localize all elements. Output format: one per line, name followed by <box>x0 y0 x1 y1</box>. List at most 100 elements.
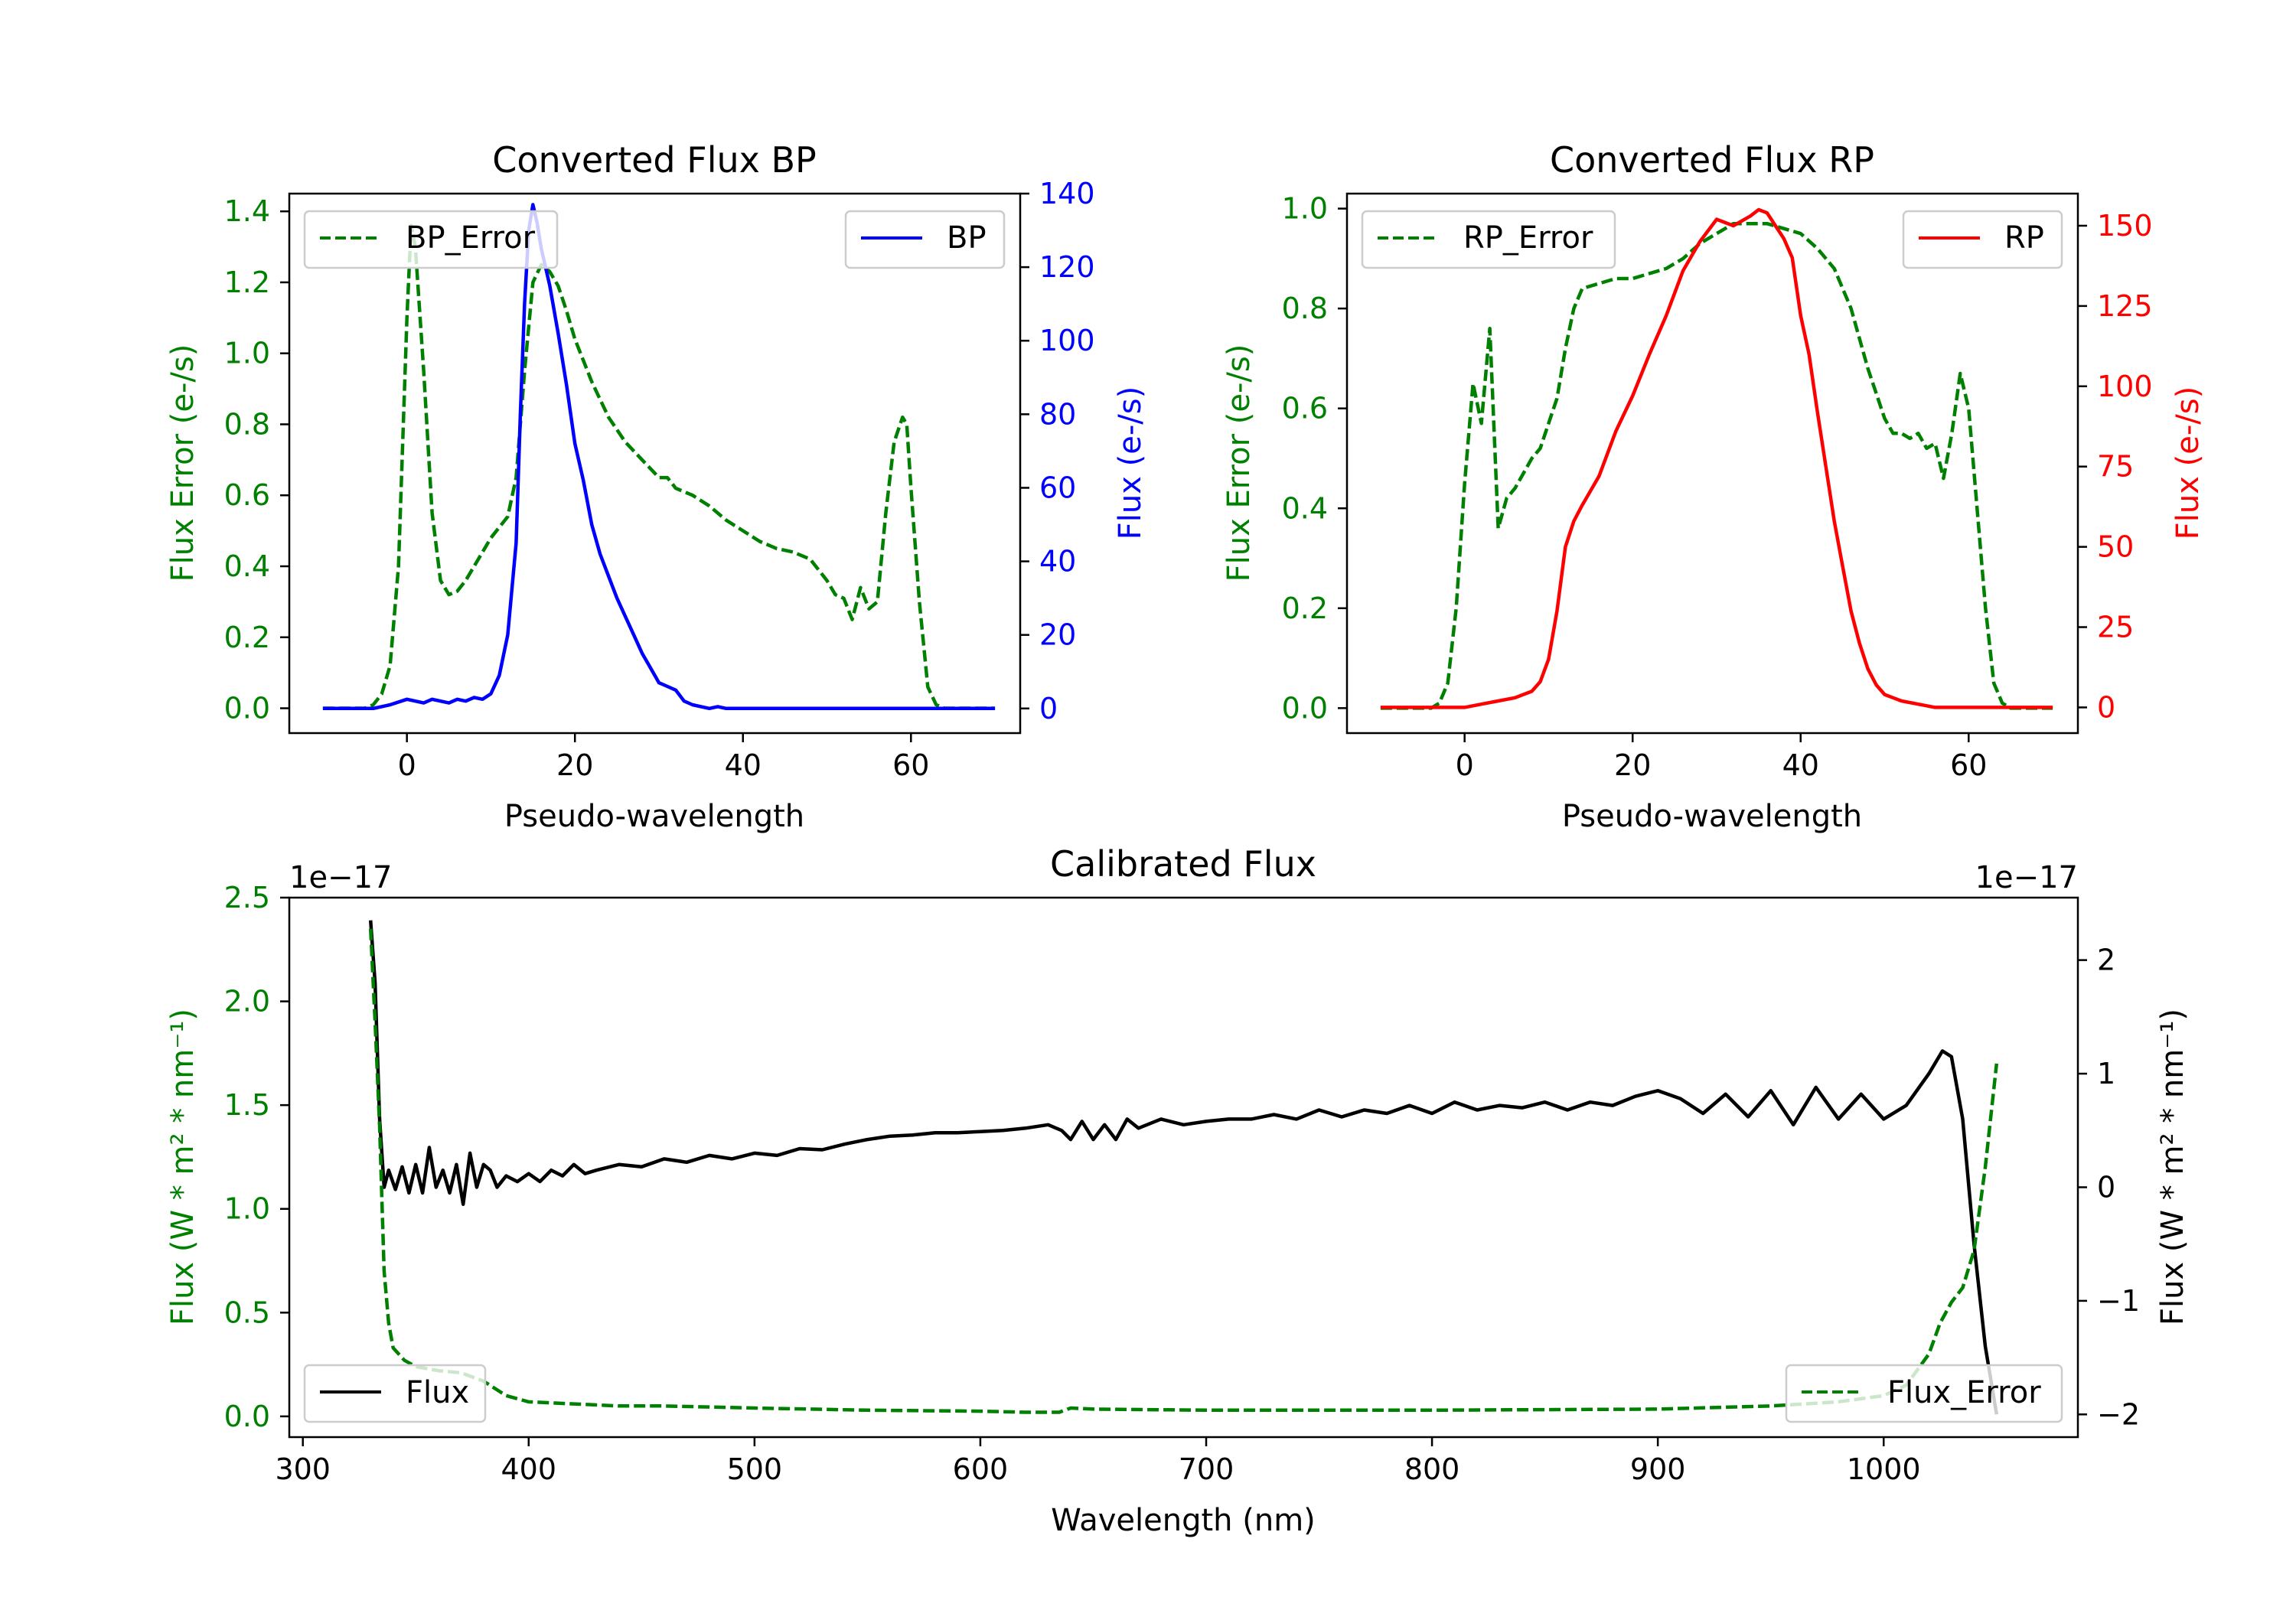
panel-bp-legend-left-label: BP_Error <box>406 220 536 256</box>
y-left-tick-label: 0.0 <box>224 1400 270 1433</box>
panel-bp-legend-right-box <box>844 210 1006 269</box>
panel-bp-legend-right-label: BP <box>947 220 987 256</box>
y-left-tick-label: 0.2 <box>1282 592 1328 625</box>
panel-rp-frame <box>1345 192 2079 735</box>
x-tick-label: 500 <box>727 1452 783 1486</box>
y-left-tick-label: 0.5 <box>224 1296 270 1329</box>
panel-bp-title: Converted Flux BP <box>492 139 817 181</box>
x-tick-label: 0 <box>1456 748 1474 782</box>
panel-rp-legend-left: RP_Error <box>1361 210 1616 269</box>
x-tick-label: 400 <box>501 1452 557 1486</box>
y-right-tick-label: 0 <box>1039 692 1058 725</box>
panel-bp-ylabel-right: Flux (e-/s) <box>1113 386 1148 539</box>
y-left-tick-label: 0.2 <box>224 621 270 654</box>
x-tick-label: 600 <box>953 1452 1009 1486</box>
panel-bp-y-ticks-right: 0 20 40 60 80 100 120 140 <box>1020 177 1095 725</box>
x-tick-label: 40 <box>725 748 762 782</box>
panel-cal-legend-left-label: Flux <box>406 1375 469 1410</box>
panel-cal-ylabel-left: Flux (W * m² * nm⁻¹) <box>165 1009 201 1325</box>
y-left-tick-label: 1.5 <box>224 1088 270 1122</box>
panel-cal-title: Calibrated Flux <box>1050 843 1316 885</box>
x-tick-label: 20 <box>556 748 593 782</box>
y-right-tick-label: 25 <box>2097 611 2134 644</box>
y-right-tick-label: 140 <box>1039 177 1095 210</box>
panel-cal-y-ticks-right: −2 −1 0 1 2 <box>2078 944 2140 1431</box>
series-line-flux-error <box>368 928 1999 1414</box>
panel-cal-legend-left: Flux <box>303 1364 487 1423</box>
y-left-tick-label: 1.4 <box>224 194 270 228</box>
x-tick-label: 60 <box>1950 748 1987 782</box>
panel-rp: 0 20 40 60 0.0 0.2 0.4 0.6 0.8 1.0 0 25 50 75 100 125… <box>1221 139 2206 834</box>
y-right-tick-label: 0 <box>2097 690 2115 724</box>
x-tick-label: 20 <box>1614 748 1651 782</box>
panel-bp-xlabel: Pseudo-wavelength <box>504 799 804 834</box>
y-right-tick-label: 80 <box>1039 397 1076 431</box>
x-tick-label: 1000 <box>1847 1452 1921 1486</box>
panel-cal-legend-right-label: Flux_Error <box>1887 1375 2041 1410</box>
y-left-tick-label: 0.0 <box>224 692 270 725</box>
y-right-tick-label: 1 <box>2097 1057 2115 1090</box>
y-left-tick-label: 0.0 <box>1282 691 1328 725</box>
y-left-tick-label: 0.4 <box>1282 491 1328 525</box>
y-right-tick-label: 60 <box>1039 471 1076 504</box>
y-right-tick-label: 50 <box>2097 530 2134 564</box>
x-tick-label: 700 <box>1179 1452 1234 1486</box>
y-right-tick-label: 40 <box>1039 545 1076 579</box>
y-right-tick-label: 2 <box>2097 944 2115 977</box>
y-right-tick-label: −2 <box>2097 1397 2140 1431</box>
y-left-tick-label: 2.0 <box>224 985 270 1019</box>
y-left-tick-label: 0.6 <box>224 478 270 512</box>
y-right-tick-label: 125 <box>2097 289 2153 323</box>
panel-cal-offset-left: 1e−17 <box>289 860 392 895</box>
panel-rp-legend-left-label: RP_Error <box>1463 220 1593 256</box>
panel-rp-ylabel-right: Flux (e-/s) <box>2170 386 2206 539</box>
panel-bp-x-ticks: 0 20 40 60 <box>398 733 929 782</box>
y-right-tick-label: −1 <box>2097 1284 2140 1318</box>
panel-rp-y-ticks-left: 0.0 0.2 0.4 0.6 0.8 1.0 <box>1282 192 1347 725</box>
y-right-tick-label: 100 <box>1039 324 1095 357</box>
series-line-bp-error <box>322 223 996 710</box>
y-right-tick-label: 150 <box>2097 209 2153 243</box>
panel-cal-legend-left-box <box>303 1364 487 1423</box>
panel-cal-frame <box>288 896 2079 1439</box>
panel-bp-ylabel-left: Flux Error (e-/s) <box>165 344 201 582</box>
y-left-tick-label: 1.0 <box>224 337 270 370</box>
y-left-tick-label: 1.0 <box>224 1192 270 1226</box>
y-right-tick-label: 75 <box>2097 450 2134 484</box>
panel-cal: 300 400 500 600 700 800 900 1000 0.0 0.5 1.0 1.5 2.… <box>165 843 2190 1538</box>
y-left-tick-label: 0.8 <box>224 407 270 441</box>
series-line-bp <box>322 203 996 711</box>
panel-rp-y-ticks-right: 0 25 50 75 100 125 150 <box>2078 209 2153 724</box>
x-tick-label: 60 <box>892 748 929 782</box>
panel-cal-legend-right: Flux_Error <box>1785 1364 2063 1423</box>
series-line-rp <box>1380 207 2053 709</box>
panel-rp-legend-right: RP <box>1902 210 2063 269</box>
series-line-flux <box>368 920 1999 1415</box>
y-right-tick-label: 20 <box>1039 618 1076 652</box>
x-tick-label: 900 <box>1630 1452 1686 1486</box>
y-left-tick-label: 0.4 <box>224 549 270 583</box>
panel-rp-series <box>1380 207 2053 710</box>
series-line-rp-error <box>1380 221 2053 710</box>
panel-bp-frame <box>288 192 1022 735</box>
panel-cal-y-ticks-left: 0.0 0.5 1.0 1.5 2.0 2.5 <box>224 881 289 1433</box>
x-tick-label: 800 <box>1404 1452 1460 1486</box>
panel-bp-series <box>322 203 996 711</box>
x-tick-label: 0 <box>398 748 416 782</box>
panel-rp-legend-left-box <box>1361 210 1616 269</box>
panel-cal-x-ticks: 300 400 500 600 700 800 900 1000 <box>275 1437 1921 1486</box>
y-left-tick-label: 2.5 <box>224 881 270 914</box>
panel-cal-series <box>368 920 1999 1415</box>
x-tick-label: 300 <box>275 1452 331 1486</box>
panel-rp-x-ticks: 0 20 40 60 <box>1456 733 1987 782</box>
y-left-tick-label: 0.6 <box>1282 392 1328 425</box>
y-right-tick-label: 0 <box>2097 1170 2115 1204</box>
panel-bp-y-ticks-left: 0.0 0.2 0.4 0.6 0.8 1.0 1.2 1.4 <box>224 194 289 725</box>
x-tick-label: 40 <box>1782 748 1819 782</box>
panel-cal-offset-right: 1e−17 <box>1975 860 2078 895</box>
panel-rp-legend-right-label: RP <box>2004 220 2044 256</box>
panel-cal-xlabel: Wavelength (nm) <box>1051 1503 1316 1538</box>
panel-bp-legend-left: BP_Error <box>303 210 559 269</box>
panel-bp-legend-left-box <box>303 210 559 269</box>
